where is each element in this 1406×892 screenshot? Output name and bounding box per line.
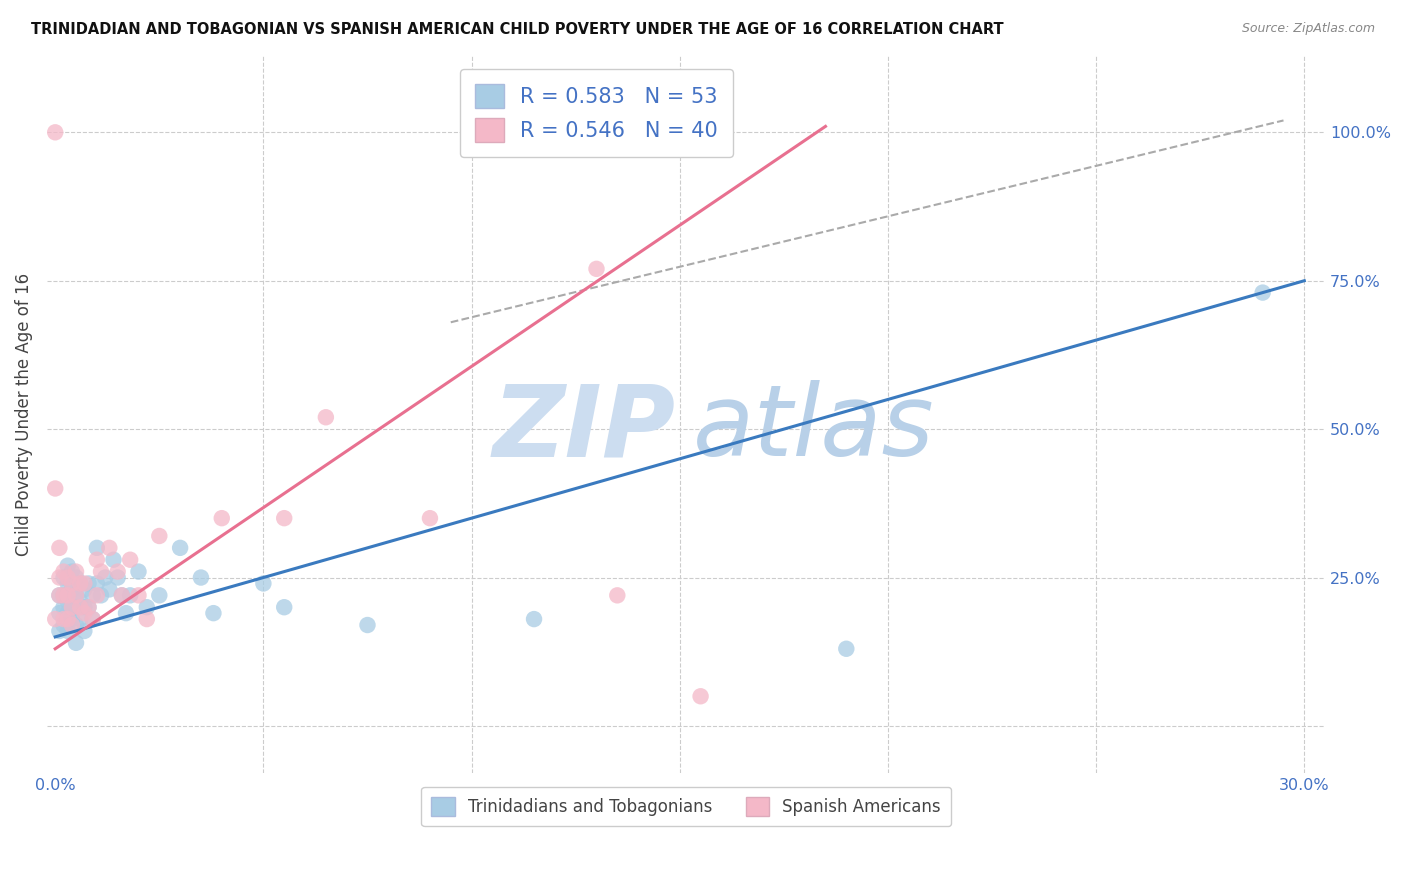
Point — [73, 600, 96, 615]
Point — [60, 576, 83, 591]
Point — [48, 606, 70, 620]
Point — [86, 576, 108, 591]
Point — [273, 511, 295, 525]
Point — [82, 588, 104, 602]
Point — [107, 570, 129, 584]
Point — [73, 606, 96, 620]
Text: Source: ZipAtlas.com: Source: ZipAtlas.com — [1241, 22, 1375, 36]
Point — [273, 600, 295, 615]
Point — [56, 570, 79, 584]
Point — [65, 565, 87, 579]
Point — [111, 588, 134, 602]
Point — [94, 570, 117, 584]
Point — [111, 588, 134, 602]
Point — [585, 261, 607, 276]
Point — [120, 552, 142, 566]
Point — [52, 618, 75, 632]
Point — [77, 600, 100, 615]
Point — [90, 588, 112, 602]
Point — [65, 570, 87, 584]
Point — [120, 588, 142, 602]
Point — [148, 529, 170, 543]
Text: atlas: atlas — [693, 380, 935, 477]
Point — [77, 576, 100, 591]
Point — [211, 511, 233, 525]
Point — [65, 588, 87, 602]
Point — [127, 588, 149, 602]
Point — [56, 558, 79, 573]
Point — [52, 612, 75, 626]
Point — [60, 612, 83, 626]
Point — [44, 482, 66, 496]
Point — [56, 594, 79, 608]
Point — [73, 576, 96, 591]
Point — [252, 576, 274, 591]
Point — [606, 588, 628, 602]
Point — [107, 565, 129, 579]
Point — [148, 588, 170, 602]
Point — [52, 600, 75, 615]
Point — [315, 410, 337, 425]
Point — [77, 600, 100, 615]
Point — [52, 588, 75, 602]
Point — [48, 588, 70, 602]
Point — [98, 582, 121, 597]
Point — [90, 565, 112, 579]
Point — [52, 588, 75, 602]
Point — [73, 582, 96, 597]
Point — [65, 600, 87, 615]
Point — [115, 606, 138, 620]
Point — [86, 588, 108, 602]
Point — [56, 588, 79, 602]
Point — [56, 606, 79, 620]
Point — [44, 612, 66, 626]
Point — [127, 565, 149, 579]
Point — [835, 641, 858, 656]
Point — [689, 690, 711, 704]
Point — [52, 565, 75, 579]
Point — [190, 570, 212, 584]
Point — [48, 541, 70, 555]
Point — [69, 600, 91, 615]
Point — [1251, 285, 1274, 300]
Point — [48, 570, 70, 584]
Point — [69, 612, 91, 626]
Point — [44, 125, 66, 139]
Point — [419, 511, 441, 525]
Point — [56, 612, 79, 626]
Point — [65, 588, 87, 602]
Point — [48, 624, 70, 638]
Point — [56, 576, 79, 591]
Point — [60, 565, 83, 579]
Point — [65, 636, 87, 650]
Point — [52, 570, 75, 584]
Point — [60, 618, 83, 632]
Text: ZIP: ZIP — [492, 380, 675, 477]
Point — [60, 582, 83, 597]
Point — [169, 541, 191, 555]
Point — [60, 600, 83, 615]
Point — [48, 588, 70, 602]
Point — [82, 612, 104, 626]
Point — [103, 552, 125, 566]
Point — [69, 594, 91, 608]
Point — [86, 552, 108, 566]
Point — [98, 541, 121, 555]
Point — [56, 624, 79, 638]
Text: TRINIDADIAN AND TOBAGONIAN VS SPANISH AMERICAN CHILD POVERTY UNDER THE AGE OF 16: TRINIDADIAN AND TOBAGONIAN VS SPANISH AM… — [31, 22, 1004, 37]
Point — [356, 618, 378, 632]
Point — [86, 541, 108, 555]
Point — [523, 612, 546, 626]
Point — [69, 576, 91, 591]
Point — [135, 612, 157, 626]
Point — [202, 606, 225, 620]
Point — [65, 618, 87, 632]
Point — [69, 576, 91, 591]
Y-axis label: Child Poverty Under the Age of 16: Child Poverty Under the Age of 16 — [15, 273, 32, 556]
Legend: Trinidadians and Tobagonians, Spanish Americans: Trinidadians and Tobagonians, Spanish Am… — [422, 787, 950, 826]
Point — [82, 612, 104, 626]
Point — [60, 600, 83, 615]
Point — [73, 624, 96, 638]
Point — [135, 600, 157, 615]
